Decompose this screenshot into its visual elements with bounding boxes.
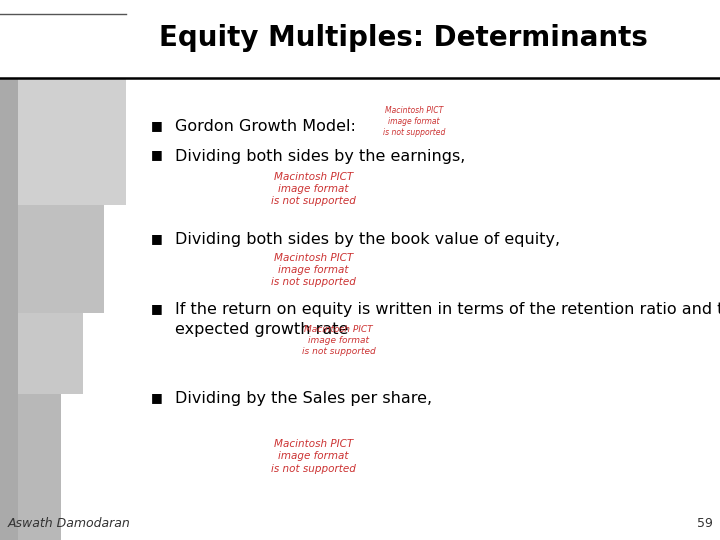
- Text: Equity Multiples: Determinants: Equity Multiples: Determinants: [159, 24, 647, 52]
- Bar: [18, 78, 137, 205]
- Bar: [0, 0, 18, 540]
- Text: 59: 59: [697, 517, 713, 530]
- Text: ■: ■: [151, 232, 163, 245]
- Text: Macintosh PICT
image format
is not supported: Macintosh PICT image format is not suppo…: [271, 253, 356, 287]
- Text: Gordon Growth Model:: Gordon Growth Model:: [175, 119, 356, 134]
- Text: If the return on equity is written in terms of the retention ratio and the
expec: If the return on equity is written in te…: [175, 302, 720, 337]
- Text: ■: ■: [151, 302, 163, 315]
- Text: Dividing both sides by the book value of equity,: Dividing both sides by the book value of…: [175, 232, 560, 247]
- Text: Macintosh PICT
image format
is not supported: Macintosh PICT image format is not suppo…: [271, 439, 356, 474]
- Text: ■: ■: [151, 148, 163, 161]
- Text: Macintosh PICT
image format
is not supported: Macintosh PICT image format is not suppo…: [383, 106, 445, 137]
- Bar: [126, 0, 720, 540]
- Bar: [18, 0, 137, 78]
- Bar: [18, 394, 61, 540]
- Text: ■: ■: [151, 392, 163, 404]
- Text: ■: ■: [151, 119, 163, 132]
- Bar: [0, 0, 720, 78]
- Bar: [18, 313, 83, 394]
- Text: Macintosh PICT
image format
is not supported: Macintosh PICT image format is not suppo…: [271, 172, 356, 206]
- Text: Macintosh PICT
image format
is not supported: Macintosh PICT image format is not suppo…: [302, 325, 375, 356]
- Text: Dividing by the Sales per share,: Dividing by the Sales per share,: [175, 392, 432, 407]
- Text: Aswath Damodaran: Aswath Damodaran: [7, 517, 130, 530]
- Text: Dividing both sides by the earnings,: Dividing both sides by the earnings,: [175, 148, 465, 164]
- Bar: [18, 205, 104, 313]
